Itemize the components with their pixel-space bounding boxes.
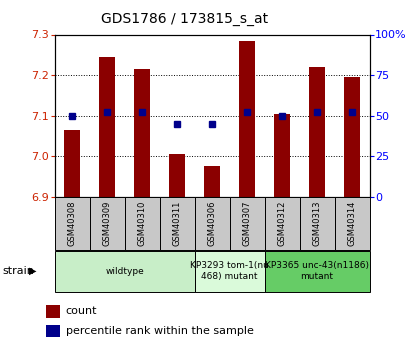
Text: GDS1786 / 173815_s_at: GDS1786 / 173815_s_at (101, 12, 268, 26)
FancyBboxPatch shape (230, 197, 265, 250)
Bar (239, 41, 255, 197)
FancyBboxPatch shape (160, 197, 194, 250)
FancyBboxPatch shape (194, 197, 230, 250)
Text: percentile rank within the sample: percentile rank within the sample (66, 326, 254, 336)
Text: GSM40308: GSM40308 (68, 201, 76, 246)
FancyBboxPatch shape (194, 251, 265, 292)
FancyBboxPatch shape (55, 197, 89, 250)
Bar (64, 130, 80, 197)
Text: GSM40310: GSM40310 (138, 201, 147, 246)
Text: GSM40314: GSM40314 (348, 201, 357, 246)
FancyBboxPatch shape (299, 197, 335, 250)
Text: KP3293 tom-1(nu
468) mutant: KP3293 tom-1(nu 468) mutant (190, 262, 269, 281)
Bar (204, 166, 220, 197)
Text: GSM40307: GSM40307 (243, 201, 252, 246)
Bar (309, 67, 325, 197)
FancyBboxPatch shape (125, 197, 160, 250)
Bar (99, 57, 115, 197)
Text: GSM40313: GSM40313 (312, 201, 322, 246)
Bar (46, 325, 60, 337)
Text: strain: strain (2, 266, 34, 276)
FancyBboxPatch shape (89, 197, 125, 250)
Text: count: count (66, 306, 97, 316)
Bar (169, 154, 185, 197)
Text: GSM40306: GSM40306 (207, 201, 217, 246)
FancyBboxPatch shape (55, 251, 194, 292)
Text: GSM40309: GSM40309 (102, 201, 112, 246)
Bar (134, 69, 150, 197)
Text: ▶: ▶ (29, 266, 36, 276)
Text: wildtype: wildtype (105, 267, 144, 276)
Text: GSM40311: GSM40311 (173, 201, 181, 246)
FancyBboxPatch shape (265, 251, 370, 292)
Text: KP3365 unc-43(n1186)
mutant: KP3365 unc-43(n1186) mutant (265, 262, 369, 281)
Bar (344, 77, 360, 197)
FancyBboxPatch shape (335, 197, 370, 250)
Bar (274, 114, 290, 197)
Bar (46, 305, 60, 317)
FancyBboxPatch shape (265, 197, 299, 250)
Text: GSM40312: GSM40312 (278, 201, 286, 246)
